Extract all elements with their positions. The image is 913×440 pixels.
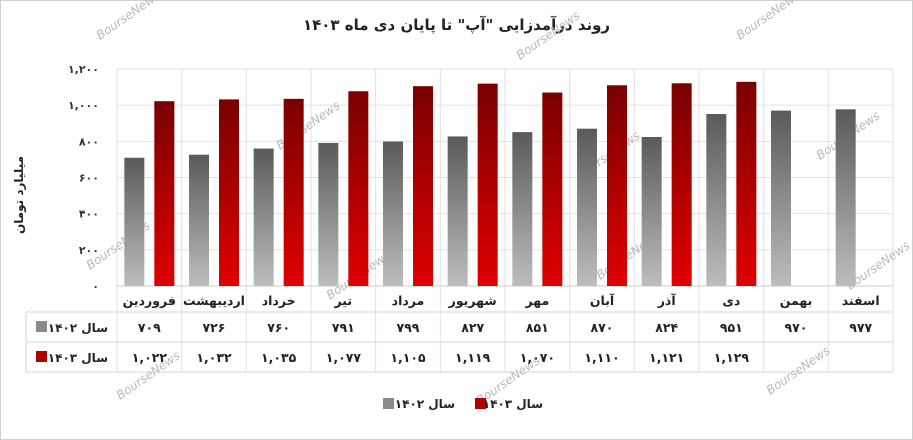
data-label: ۱,۱۰۵ (390, 350, 426, 365)
bar-1403 (413, 86, 433, 286)
data-label: ۹۵۱ (720, 320, 743, 335)
bar-1402 (835, 109, 856, 286)
data-label: ۱,۱۱۰ (584, 350, 619, 365)
bar-1403 (736, 81, 757, 286)
data-label: ۸۲۴ (655, 320, 678, 335)
category-label: اسفند (842, 293, 880, 308)
chart-title: روند درآمدزایی "آپ" تا پایان دی ماه ۱۴۰۳ (302, 16, 611, 34)
category-label: اردیبهشت (183, 293, 245, 308)
category-label: آبان (590, 293, 615, 308)
y-tick-label: ۰ (92, 280, 99, 293)
bars (124, 81, 856, 287)
category-label: فروردین (123, 293, 176, 308)
data-label: ۱,۰۲۲ (132, 350, 168, 365)
watermark-text: BourseNews (514, 8, 583, 62)
data-label: ۱,۰۳۵ (261, 350, 297, 365)
legend-swatch (383, 398, 394, 409)
category-label: خرداد (262, 293, 296, 308)
bar-1402 (577, 128, 597, 286)
y-tick-label: ۱,۲۰۰ (68, 63, 99, 76)
data-label: ۱,۰۳۲ (196, 350, 232, 365)
bar-1403 (219, 99, 239, 286)
bar-1403 (477, 83, 498, 287)
data-label: ۸۷۰ (591, 320, 614, 335)
series-swatch (36, 321, 47, 332)
bar-1403 (542, 92, 563, 286)
bar-1402 (706, 114, 727, 286)
data-label: ۷۶۰ (267, 320, 290, 335)
data-table: فروردین ۷۰۹ ۱,۰۲۲ اردیبهشت ۷۲۶ ۱,۰۳۲ خرداد ۷۶۰ ۱… (36, 293, 880, 365)
series-row-label: سال ۱۴۰۲ (48, 321, 108, 335)
bar-1402 (512, 132, 533, 286)
y-tick-label: ۲۰۰ (79, 244, 99, 257)
data-label: ۸۵۱ (526, 320, 549, 335)
watermark-text: BourseNews (734, 0, 803, 42)
y-tick-label: ۶۰۰ (79, 172, 99, 185)
legend-label: سال ۱۴۰۲ (395, 397, 455, 411)
bar-1403 (671, 83, 692, 287)
data-label: ۷۲۶ (203, 320, 226, 335)
series-row-label: سال ۱۴۰۳ (48, 351, 108, 365)
grid-lines (25, 68, 894, 373)
legend-label: سال ۱۴۰۳ (483, 397, 543, 411)
category-label: شهریور (448, 293, 497, 308)
data-label: ۱,۱۱۹ (455, 350, 491, 365)
legend-swatch (475, 398, 486, 409)
y-tick-label: ۸۰۰ (79, 135, 99, 148)
bar-1402 (447, 136, 468, 286)
y-tick-labels: ۰ ۲۰۰ ۴۰۰ ۶۰۰ ۸۰۰ ۱,۰۰۰ ۱,۲۰۰ (68, 63, 99, 293)
bar-1402 (771, 110, 791, 286)
category-label: تیر (334, 293, 353, 308)
watermark-text: BourseNews (94, 0, 163, 42)
bar-1402 (124, 157, 145, 286)
category-label: آذر (657, 293, 677, 308)
legend: سال ۱۴۰۳ سال ۱۴۰۲ (383, 397, 543, 411)
data-label: ۱,۱۲۹ (714, 350, 750, 365)
bar-1403 (154, 101, 175, 287)
category-label: مرداد (392, 293, 425, 308)
bar-1402 (189, 154, 209, 286)
data-label: ۹۷۰ (785, 320, 808, 335)
bar-1402 (383, 141, 403, 286)
bar-1402 (253, 148, 274, 286)
data-label: ۸۲۷ (461, 320, 484, 335)
y-tick-label: ۴۰۰ (79, 208, 99, 221)
bar-1402 (641, 136, 662, 286)
y-tick-label: ۱,۰۰۰ (68, 99, 99, 112)
bar-1403 (607, 85, 627, 287)
bar-1403 (348, 91, 369, 287)
bar-1403 (283, 98, 304, 287)
data-label: ۹۷۷ (849, 320, 872, 335)
data-label: ۱,۰۷۰ (520, 350, 555, 365)
category-label: مهر (524, 293, 549, 308)
series-swatch (36, 351, 47, 362)
data-label: ۱,۰۷۷ (326, 350, 362, 365)
data-label: ۷۹۱ (332, 320, 355, 335)
watermark-text: BourseNews (764, 343, 833, 397)
category-label: بهمن (780, 293, 813, 308)
data-label: ۷۹۹ (397, 320, 420, 335)
bar-1402 (318, 142, 339, 286)
data-label: ۱,۱۲۱ (649, 350, 684, 365)
category-label: دی (722, 293, 740, 308)
data-label: ۷۰۹ (138, 320, 161, 335)
